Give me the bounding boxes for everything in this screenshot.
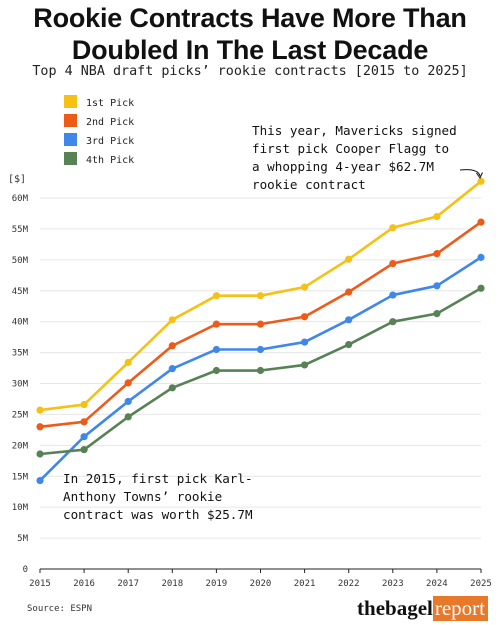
x-tick-label: 2025	[470, 579, 492, 589]
data-point	[389, 318, 397, 326]
annotation-text: first pick Cooper Flagg to	[252, 141, 449, 156]
data-point	[36, 476, 44, 485]
y-tick-label: 25M	[12, 410, 29, 420]
data-point	[433, 212, 441, 221]
data-point	[256, 320, 265, 328]
annotation-text: contract was worth $25.7M	[63, 507, 253, 522]
data-point	[212, 320, 220, 328]
data-point	[389, 224, 397, 232]
y-tick-label: 5M	[17, 534, 28, 544]
data-point	[124, 379, 132, 387]
x-tick-label: 2015	[29, 579, 51, 589]
annotation-arrowhead	[476, 172, 483, 180]
data-point	[124, 413, 132, 421]
legend-swatch	[64, 95, 77, 108]
brand-logo-part2: report	[432, 596, 488, 621]
brand-logo-part1: thebagel	[357, 596, 433, 620]
legend-label: 3rd Pick	[86, 136, 134, 147]
legend-swatch	[64, 152, 77, 165]
y-tick-label: 55M	[12, 225, 29, 235]
x-tick-label: 2021	[294, 579, 316, 589]
data-point	[477, 177, 485, 185]
x-tick-label: 2019	[206, 579, 228, 589]
x-tick-label: 2023	[382, 579, 404, 589]
y-tick-label: 30M	[12, 380, 29, 390]
data-point	[80, 446, 88, 454]
data-point	[124, 358, 132, 367]
y-tick-label: 40M	[12, 318, 29, 328]
annotation-text: a whopping 4-year $62.7M	[252, 159, 434, 174]
y-tick-label: 50M	[12, 256, 29, 266]
data-point	[345, 316, 353, 324]
data-point	[477, 218, 485, 226]
data-point	[80, 400, 88, 409]
data-point	[212, 292, 220, 300]
x-tick-label: 2018	[161, 579, 183, 589]
y-tick-label: 15M	[12, 472, 29, 482]
x-tick-label: 2024	[426, 579, 448, 589]
data-point	[36, 406, 44, 414]
data-point	[301, 338, 309, 346]
data-point	[212, 366, 220, 375]
data-point	[433, 250, 441, 258]
data-point	[80, 433, 88, 441]
data-point	[256, 292, 265, 300]
data-point	[477, 253, 485, 261]
y-tick-label: 20M	[12, 441, 29, 451]
annotation-text: This year, Mavericks signed	[252, 123, 457, 138]
y-tick-label: 10M	[12, 503, 29, 513]
data-point	[256, 345, 265, 354]
data-point	[477, 284, 485, 292]
data-point	[168, 365, 176, 373]
legend-swatch	[64, 114, 77, 127]
data-point	[168, 384, 176, 392]
data-point	[301, 313, 309, 321]
legend-label: 4th Pick	[86, 155, 134, 166]
y-tick-label: 45M	[12, 287, 29, 297]
data-point	[433, 310, 441, 318]
data-point	[256, 366, 265, 375]
data-point	[168, 316, 176, 324]
annotation-text: In 2015, first pick Karl-	[63, 471, 253, 486]
data-point	[345, 288, 353, 296]
y-axis-label: [$]	[8, 174, 26, 185]
brand-logo: thebagelreport	[357, 596, 488, 621]
data-point	[389, 259, 397, 268]
annotation-arrow	[459, 169, 481, 177]
legend-label: 2nd Pick	[86, 117, 134, 128]
annotation-text: rookie contract	[252, 177, 366, 192]
chart-title: Rookie Contracts Have More Than Doubled …	[33, 3, 467, 65]
data-point	[301, 361, 309, 369]
annotation-text: Anthony Towns’ rookie	[63, 489, 222, 504]
x-tick-label: 2022	[338, 579, 360, 589]
data-point	[80, 418, 88, 426]
y-tick-label: 35M	[12, 349, 29, 359]
data-point	[168, 342, 176, 350]
data-point	[345, 340, 353, 349]
data-point	[124, 397, 132, 406]
legend-label: 1st Pick	[86, 98, 134, 109]
y-tick-label: 0	[23, 565, 28, 575]
x-tick-label: 2017	[117, 579, 139, 589]
data-point	[301, 283, 309, 291]
data-point	[345, 255, 353, 263]
data-point	[389, 291, 397, 299]
data-point	[433, 282, 441, 290]
x-tick-label: 2016	[73, 579, 95, 589]
y-tick-label: 60M	[12, 194, 29, 204]
legend-swatch	[64, 133, 77, 146]
data-point	[36, 450, 44, 458]
chart-subtitle: Top 4 NBA draft picks’ rookie contracts …	[32, 64, 468, 79]
data-point	[212, 345, 220, 354]
source-note: Source: ESPN	[27, 604, 93, 614]
data-point	[36, 423, 44, 431]
x-tick-label: 2020	[250, 579, 272, 589]
